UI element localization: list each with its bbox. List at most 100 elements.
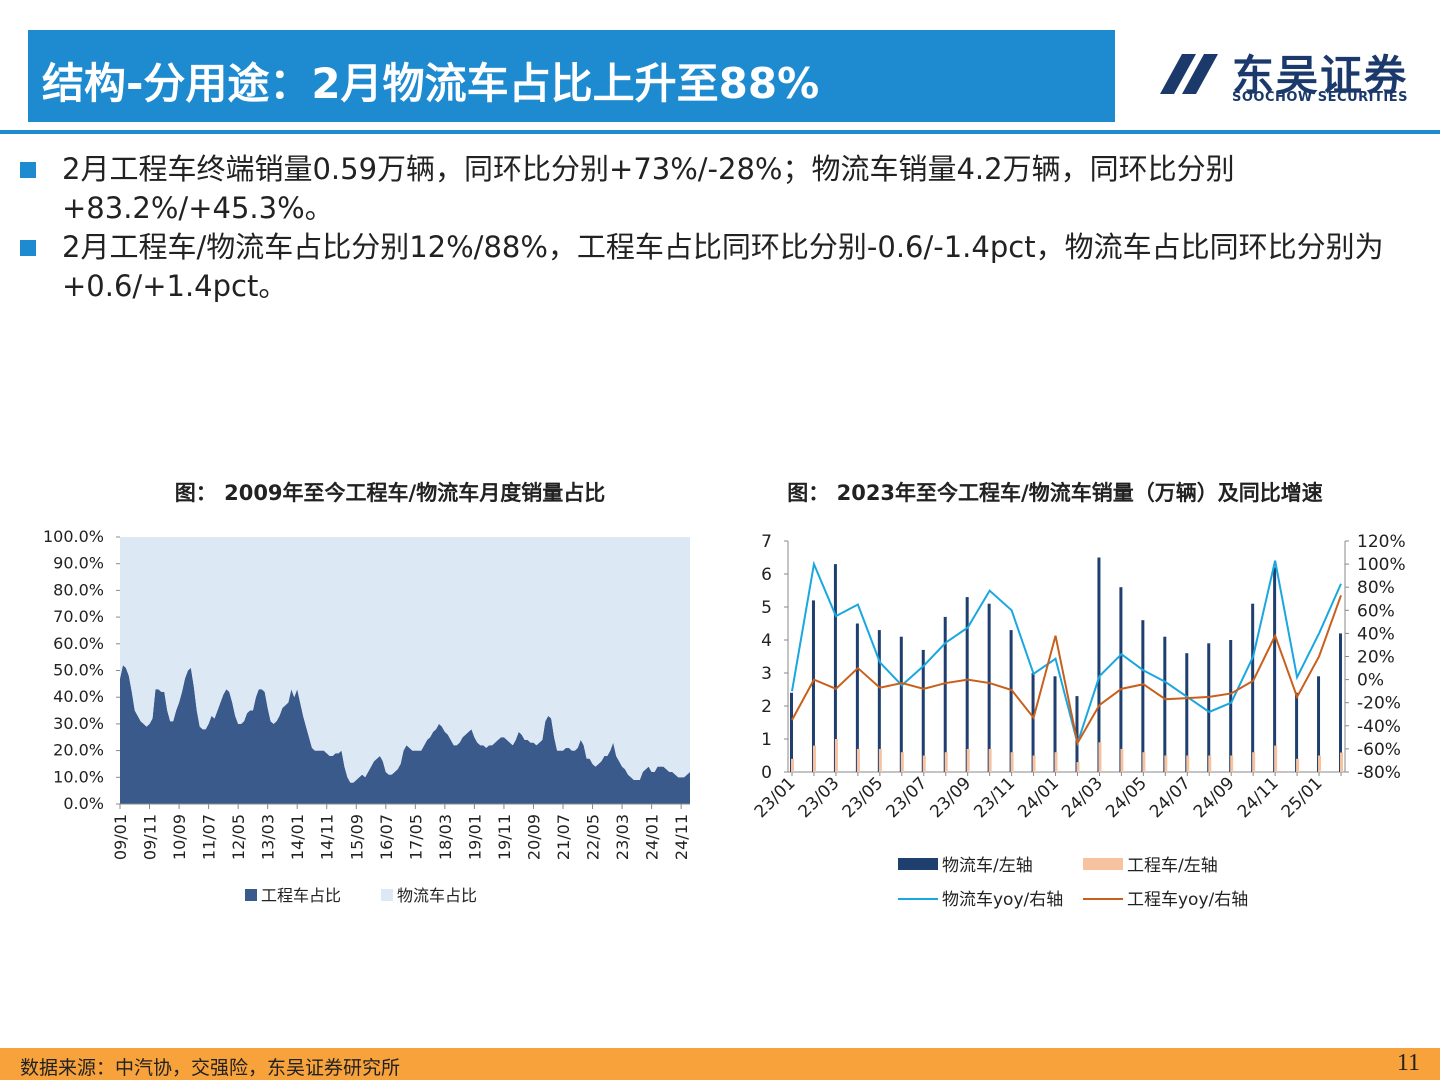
x-tick-label: 09/11: [141, 814, 160, 860]
bar: [1318, 755, 1322, 772]
bar: [1230, 755, 1234, 772]
bar: [987, 603, 991, 772]
bullet-marker: [20, 162, 36, 178]
bar: [1317, 676, 1321, 772]
x-tick-label: 24/01: [643, 814, 662, 860]
y-tick-label: 0: [761, 763, 772, 783]
bar: [856, 748, 860, 772]
y-tick-label: 90.0%: [53, 554, 104, 573]
bar: [899, 636, 903, 772]
y-tick-label: 50.0%: [53, 661, 104, 680]
y-tick-label: 40.0%: [53, 687, 104, 706]
x-tick-label: 09/01: [111, 814, 130, 860]
legend-label: 工程车占比: [261, 886, 341, 905]
y2-tick-label: 120%: [1357, 532, 1406, 552]
bar: [1010, 752, 1014, 772]
bar: [1053, 676, 1057, 772]
bar: [1031, 673, 1035, 772]
y-tick-label: 60.0%: [53, 634, 104, 653]
y-tick-label: 10.0%: [53, 767, 104, 786]
bar: [1296, 758, 1300, 772]
line-series: [791, 560, 1342, 747]
bar: [1339, 633, 1342, 772]
y2-tick-label: -40%: [1357, 717, 1401, 737]
legend-label: 物流车占比: [397, 886, 477, 905]
bar: [1185, 653, 1189, 772]
x-tick-label: 18/03: [436, 814, 455, 860]
sales-chart: 图： 2023年至今工程车/物流车销量（万辆）及同比增速 0 1 2 3 4 5 6 7 -80%…: [751, 481, 1406, 910]
bullet-marker: [20, 240, 36, 256]
x-tick-label: 19/11: [495, 814, 514, 860]
x-tick-label: 22/05: [584, 814, 603, 860]
bar: [878, 748, 882, 772]
footer: 数据来源：中汽协，交强险，东吴证券研究所 11: [0, 1048, 1440, 1080]
x-tick-label: 15/09: [347, 814, 366, 860]
bar: [790, 692, 793, 772]
bar: [900, 752, 904, 772]
bar: [965, 597, 969, 772]
x-tick-label: 14/11: [318, 814, 337, 860]
legend-swatch: [898, 858, 938, 870]
x-tick-label: 20/09: [524, 814, 543, 860]
x-tick-label: 24/07: [1146, 773, 1195, 822]
bar: [1164, 755, 1168, 772]
bar: [1009, 630, 1013, 772]
bar: [1208, 755, 1212, 772]
share-chart: 图： 2009年至今工程车/物流车月度销量占比 0.0% 10.0% 20.0% 30.…: [43, 481, 691, 905]
logo-mark: [1160, 54, 1218, 94]
bar: [943, 616, 947, 772]
bar: [1252, 752, 1256, 772]
y-tick-label: 5: [761, 598, 772, 618]
y-tick-label: 6: [761, 565, 772, 585]
y-tick-label: 70.0%: [53, 607, 104, 626]
y-tick-label: 80.0%: [53, 580, 104, 599]
bar: [791, 758, 794, 772]
source-note: 数据来源：中汽协，交强险，东吴证券研究所: [20, 1057, 401, 1079]
x-tick-label: 23/01: [751, 773, 800, 822]
logo-text: 东吴证券: [1232, 51, 1409, 100]
bar: [944, 752, 948, 772]
bar: [1229, 640, 1233, 772]
bar: [1207, 643, 1211, 772]
line-series: [791, 594, 1342, 746]
bar: [1075, 696, 1079, 772]
legend-swatch: [381, 889, 393, 901]
bar: [1098, 742, 1102, 772]
bar: [1273, 567, 1277, 772]
legend-label: 工程车/左轴: [1127, 856, 1218, 876]
bar: [1340, 752, 1343, 772]
y2-tick-label: 0%: [1357, 671, 1384, 691]
y2-tick-label: 20%: [1357, 648, 1395, 668]
x-tick-label: 23/05: [839, 773, 888, 822]
bar: [834, 739, 838, 772]
bullet-text: 2月工程车/物流车占比分别12%/88%，工程车占比同环比分别-0.6/-1.4…: [62, 230, 1384, 303]
header-rule: [0, 130, 1440, 134]
y2-tick-label: -20%: [1357, 694, 1401, 714]
bar: [1097, 557, 1101, 772]
legend-label: 物流车/左轴: [942, 856, 1033, 876]
slide-title: 结构-分用途：2月物流车占比上升至88%: [42, 59, 820, 108]
x-tick-label: 23/09: [926, 773, 975, 822]
bar: [877, 630, 881, 772]
x-tick-label: 24/11: [672, 814, 691, 860]
area-series: [120, 537, 690, 783]
x-tick-label: 21/07: [554, 814, 573, 860]
x-tick-label: 25/01: [1278, 773, 1327, 822]
bar: [1054, 752, 1058, 772]
y2-tick-label: 40%: [1357, 624, 1395, 644]
y-tick-label: 0.0%: [63, 794, 104, 813]
x-tick-label: 23/07: [883, 773, 932, 822]
x-tick-label: 23/03: [795, 773, 844, 822]
bar: [1119, 587, 1123, 772]
x-tick-label: 10/09: [170, 814, 189, 860]
bar: [1142, 752, 1146, 772]
x-tick-label: 24/01: [1014, 773, 1063, 822]
x-tick-label: 19/01: [465, 814, 484, 860]
bar: [1032, 755, 1036, 772]
bar: [1274, 745, 1278, 772]
y2-tick-label: 80%: [1357, 578, 1395, 598]
y-tick-label: 1: [761, 730, 772, 750]
y2-tick-label: 60%: [1357, 601, 1395, 621]
header-bar: 结构-分用途：2月物流车占比上升至88%: [28, 30, 1115, 122]
area-series: [120, 665, 690, 804]
